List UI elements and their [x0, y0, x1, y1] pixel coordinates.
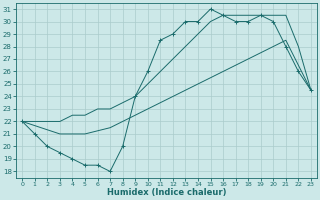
- X-axis label: Humidex (Indice chaleur): Humidex (Indice chaleur): [107, 188, 226, 197]
